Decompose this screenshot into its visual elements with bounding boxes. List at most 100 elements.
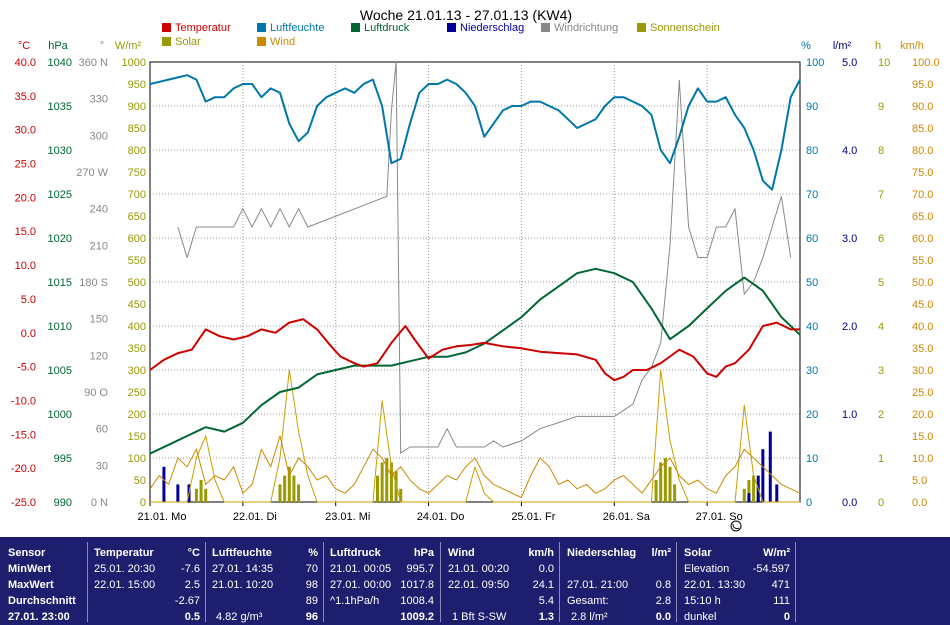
series-line-windrichtung [177,61,792,454]
axis-unit-hum: % [801,40,811,52]
axis-tick-press: 995 [54,453,72,465]
axis-tick-sun: 5 [878,277,884,289]
x-tick-label: 25.01. Fr [511,511,555,523]
bar-sonnenschein [399,488,403,502]
legend-swatch [162,23,171,32]
bar-sonnenschein [673,484,677,502]
humidity-block: Luftfeuchte% 27.01. 14:35 70 21.01. 10:20… [212,545,318,623]
axis-tick-wind: 55.0 [912,255,933,267]
axis-tick-press: 1035 [48,101,72,113]
current-time-label: 27.01. 23:00 [8,611,70,623]
legend-swatch [447,23,456,32]
axis-tick-rain: 0.0 [842,497,857,509]
axis-tick-solar: 250 [128,387,146,399]
humidity-min-value: 70 [305,563,318,575]
pressure-avg-value: 1008.4 [400,595,434,607]
bar-niederschlag [176,484,180,502]
weather-chart: Woche 21.01.13 - 27.01.13 (KW4) Temperat… [11,7,940,532]
x-axis-ticks: 21.01. Mo 22.01. Di 23.01. Mi 24.01. Do 25.0… [138,502,743,523]
bar-niederschlag [775,484,779,502]
axis-tick-hum: 60 [806,233,818,245]
axis-tick-solar: 500 [128,277,146,289]
bar-sonnenschein [194,488,198,502]
solar-current-value: 0 [783,611,790,623]
axis-tick-wind: 70.0 [912,189,933,201]
max-label: MaxWert [8,579,54,591]
axis-tick-solar: 1000 [122,57,146,69]
axis-tick-press: 990 [54,497,72,509]
axis-tick-wind: 100.0 [912,57,940,69]
solar-max-date: 22.01. 13:30 [684,579,746,591]
axis-tick-wind: 0.0 [912,497,927,509]
rain-max-date: 27.01. 21:00 [567,579,629,591]
axis-unit-dir: ° [100,40,104,52]
rain-header: Niederschlag [567,547,637,559]
axis-unit-sun: h [875,40,881,52]
axis-tick-hum: 10 [806,453,818,465]
series-line-luftfeuchte [149,74,801,191]
legend-label: Niederschlag [460,22,524,34]
rain-max-value: 0.8 [655,579,671,591]
axis-tick-press: 1030 [48,145,72,157]
axis-tick-hum: 0 [806,497,812,509]
axis-tick-hum: 30 [806,365,818,377]
legend-swatch [257,37,266,46]
axis-tick-sun: 7 [878,189,884,201]
bar-sonnenschein [663,458,667,502]
axis-tick-temp: 25.0 [15,159,36,171]
axis-tick-temp: -20.0 [11,463,36,475]
axis-tick-solar: 850 [128,123,146,135]
axis-tick-rain: 5.0 [842,57,857,69]
axis-tick-hum: 80 [806,145,818,157]
axis-tick-dir: 240 [90,204,108,216]
wind-max-date: 22.01. 09:50 [448,579,510,591]
legend: Temperatur Luftfeuchte Luftdruck Niederschl… [162,22,720,48]
bar-sonnenschein [659,462,663,502]
wind-beaufort: 1 Bft S-SW [452,611,507,623]
legend-label: Luftdruck [364,22,410,34]
axis-tick-press: 1020 [48,233,72,245]
legend-label: Temperatur [175,22,231,34]
axis-tick-dir: 60 [96,424,108,436]
legend-label: Windrichtung [554,22,618,34]
axis-tick-temp: 20.0 [15,192,36,204]
min-label: MinWert [8,563,52,575]
axis-tick-temp: 35.0 [15,91,36,103]
axis-tick-dir: 210 [90,240,108,252]
legend-swatch [541,23,550,32]
axis-tick-wind: 15.0 [912,431,933,443]
bar-sonnenschein [389,462,393,502]
pressure-trend: ^1.1hPa/h [330,595,380,607]
pressure-min-date: 21.01. 00:05 [330,563,392,575]
series-line-solar [150,369,800,503]
bar-sonnenschein [394,471,398,502]
series-sonnenschein [194,458,760,502]
x-tick-label: 23.01. Mi [325,511,370,523]
x-tick-label: 24.01. Do [417,511,465,523]
bar-sonnenschein [385,458,389,502]
axis-tick-wind: 10.0 [912,453,933,465]
humidity-current-value: 96 [305,611,318,623]
axis-tick-wind: 40.0 [912,321,933,333]
axis-tick-sun: 4 [878,321,884,333]
axis-tick-dir: 0 N [91,497,108,509]
axis-tick-solar: 800 [128,145,146,157]
statistics-panel: Sensor MinWert MaxWert Durchschnitt 27.0… [0,537,950,625]
avg-label: Durchschnitt [8,595,76,607]
wind-header: Wind [448,547,475,559]
humidity-unit: % [308,547,318,559]
bar-sonnenschein [752,475,756,502]
sunshine-duration: 15:10 h [684,595,721,607]
axis-tick-wind: 95.0 [912,79,933,91]
humidity-max-date: 21.01. 10:20 [212,579,274,591]
axis-tick-wind: 75.0 [912,167,933,179]
pressure-header: Luftdruck [330,547,381,559]
x-tick-label: 21.01. Mo [138,511,187,523]
axis-unit-wind: km/h [900,40,924,52]
humidity-min-date: 27.01. 14:35 [212,563,274,575]
axis-tick-sun: 8 [878,145,884,157]
axis-tick-hum: 90 [806,101,818,113]
humidity-avg-value: 89 [305,595,318,607]
axis-tick-wind: 50.0 [912,277,933,289]
axis-tick-solar: 150 [128,431,146,443]
